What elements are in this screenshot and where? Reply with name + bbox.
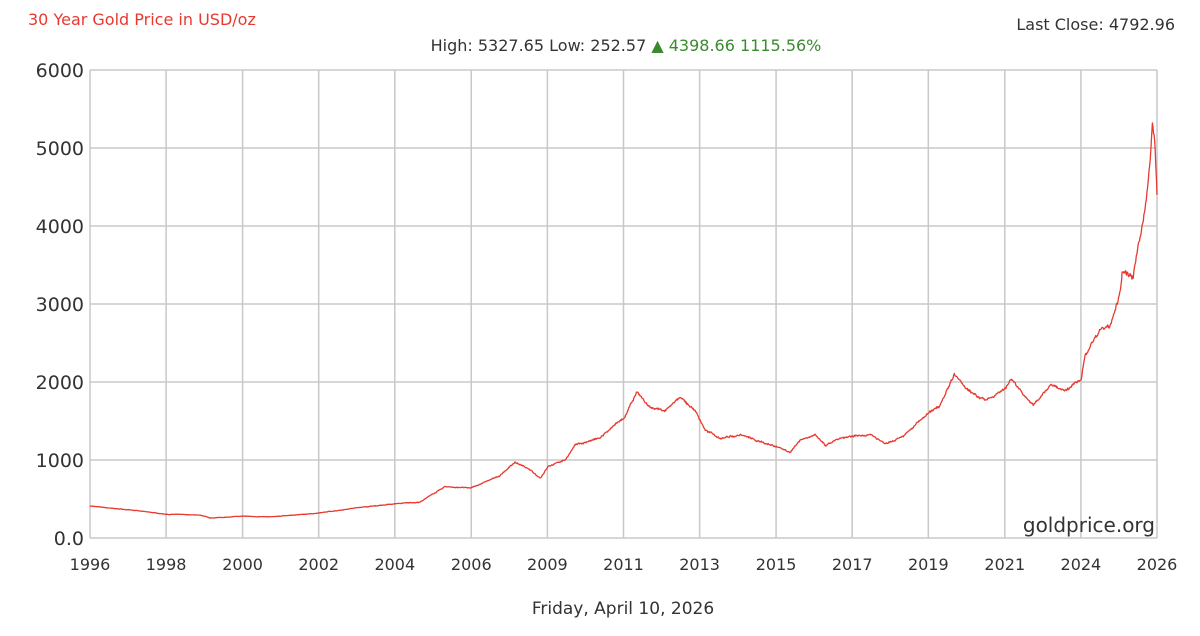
- y-tick-label: 1000: [36, 450, 84, 472]
- x-tick-label: 2000: [222, 555, 263, 574]
- y-tick-label: 4000: [36, 216, 84, 238]
- y-tick-label: 0.0: [54, 528, 84, 550]
- high-value: 5327.65: [477, 36, 545, 55]
- low-label: Low:: [549, 36, 586, 55]
- x-tick-label: 1996: [70, 555, 111, 574]
- last-close-value: 4792.96: [1108, 15, 1175, 34]
- chart-title: 30 Year Gold Price in USD/oz: [28, 10, 256, 29]
- x-axis-labels: 1996 1998 2000 2002 2004 2006 2009 2011 2013 2015…: [70, 555, 1178, 574]
- low-value: 252.57: [590, 36, 647, 55]
- triangle-up-icon: ▲: [651, 36, 664, 55]
- x-tick-label: 2002: [298, 555, 339, 574]
- y-tick-label: 3000: [36, 294, 84, 316]
- change-percent: 1115.56%: [740, 36, 822, 55]
- change-value: 4398.66: [668, 36, 735, 55]
- x-tick-label: 2013: [679, 555, 720, 574]
- x-tick-label: 2004: [374, 555, 415, 574]
- x-tick-label: 2026: [1137, 555, 1178, 574]
- x-tick-label: 2011: [603, 555, 644, 574]
- price-stats: High: 5327.65 Low: 252.57 ▲ 4398.66 1115…: [0, 36, 1200, 55]
- high-label: High:: [430, 36, 473, 55]
- y-axis-labels: 0.0 1000 2000 3000 4000 5000 6000: [36, 60, 84, 550]
- x-tick-label: 2019: [908, 555, 949, 574]
- y-tick-label: 6000: [36, 60, 84, 82]
- y-tick-label: 5000: [36, 138, 84, 160]
- x-tick-label: 2024: [1061, 555, 1102, 574]
- x-tick-label: 2006: [451, 555, 492, 574]
- last-close-label: Last Close:: [1016, 15, 1104, 34]
- last-close: Last Close: 4792.96: [1016, 15, 1175, 34]
- x-tick-label: 1998: [146, 555, 187, 574]
- x-tick-label: 2021: [984, 555, 1025, 574]
- watermark: goldprice.org: [1023, 513, 1155, 537]
- x-tick-label: 2009: [527, 555, 568, 574]
- price-line: [89, 122, 1158, 519]
- y-tick-label: 2000: [36, 372, 84, 394]
- date-label: Friday, April 10, 2026: [531, 599, 715, 619]
- x-tick-label: 2017: [832, 555, 873, 574]
- grid: [89, 69, 1158, 539]
- x-tick-label: 2015: [756, 555, 797, 574]
